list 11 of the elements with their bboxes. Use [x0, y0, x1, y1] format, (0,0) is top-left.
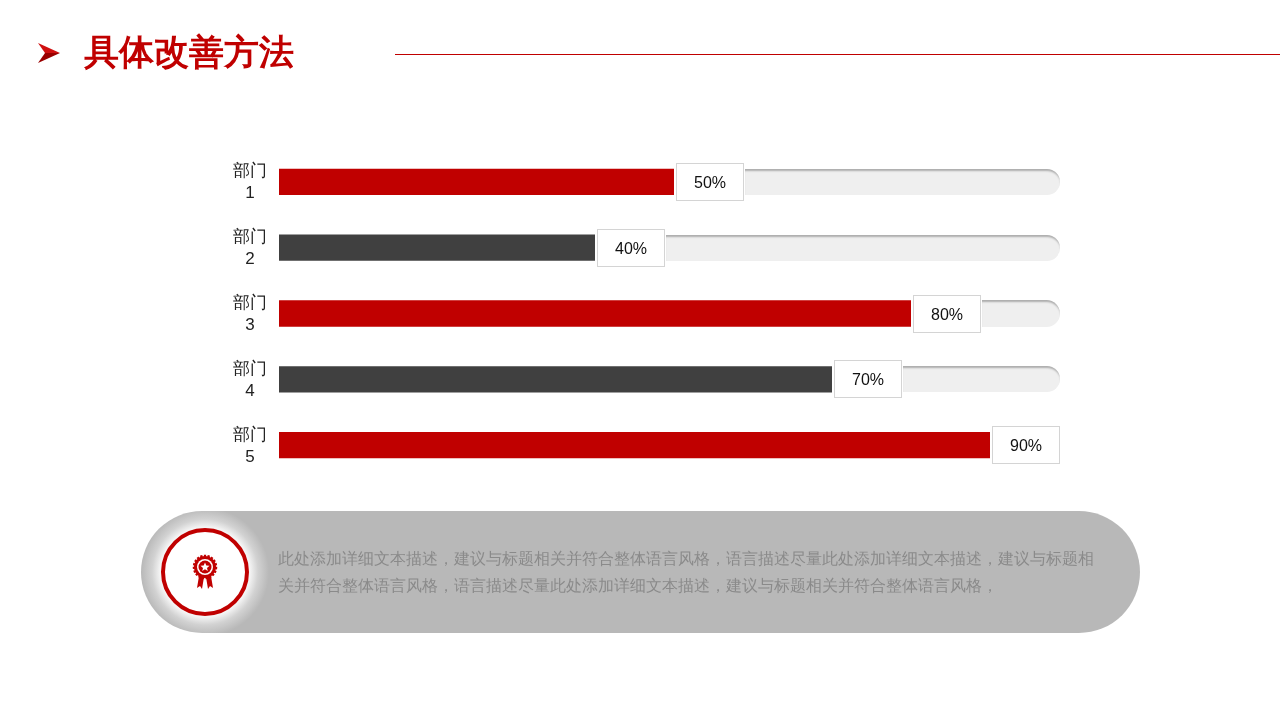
y-tick-label: 部门 1: [233, 161, 267, 203]
data-label: 90%: [1009, 436, 1043, 454]
data-label: 50%: [693, 173, 727, 191]
chart-title: 具体改善方法: [84, 31, 294, 73]
data-label: 40%: [614, 239, 648, 257]
data-label: 80%: [930, 305, 964, 323]
y-tick-label: 部门 5: [233, 425, 267, 467]
y-tick-label: 部门 2: [233, 227, 267, 269]
y-tick-label: 部门 4: [233, 359, 267, 401]
y-tick-label: 部门 3: [233, 293, 267, 335]
data-label: 70%: [851, 370, 885, 388]
